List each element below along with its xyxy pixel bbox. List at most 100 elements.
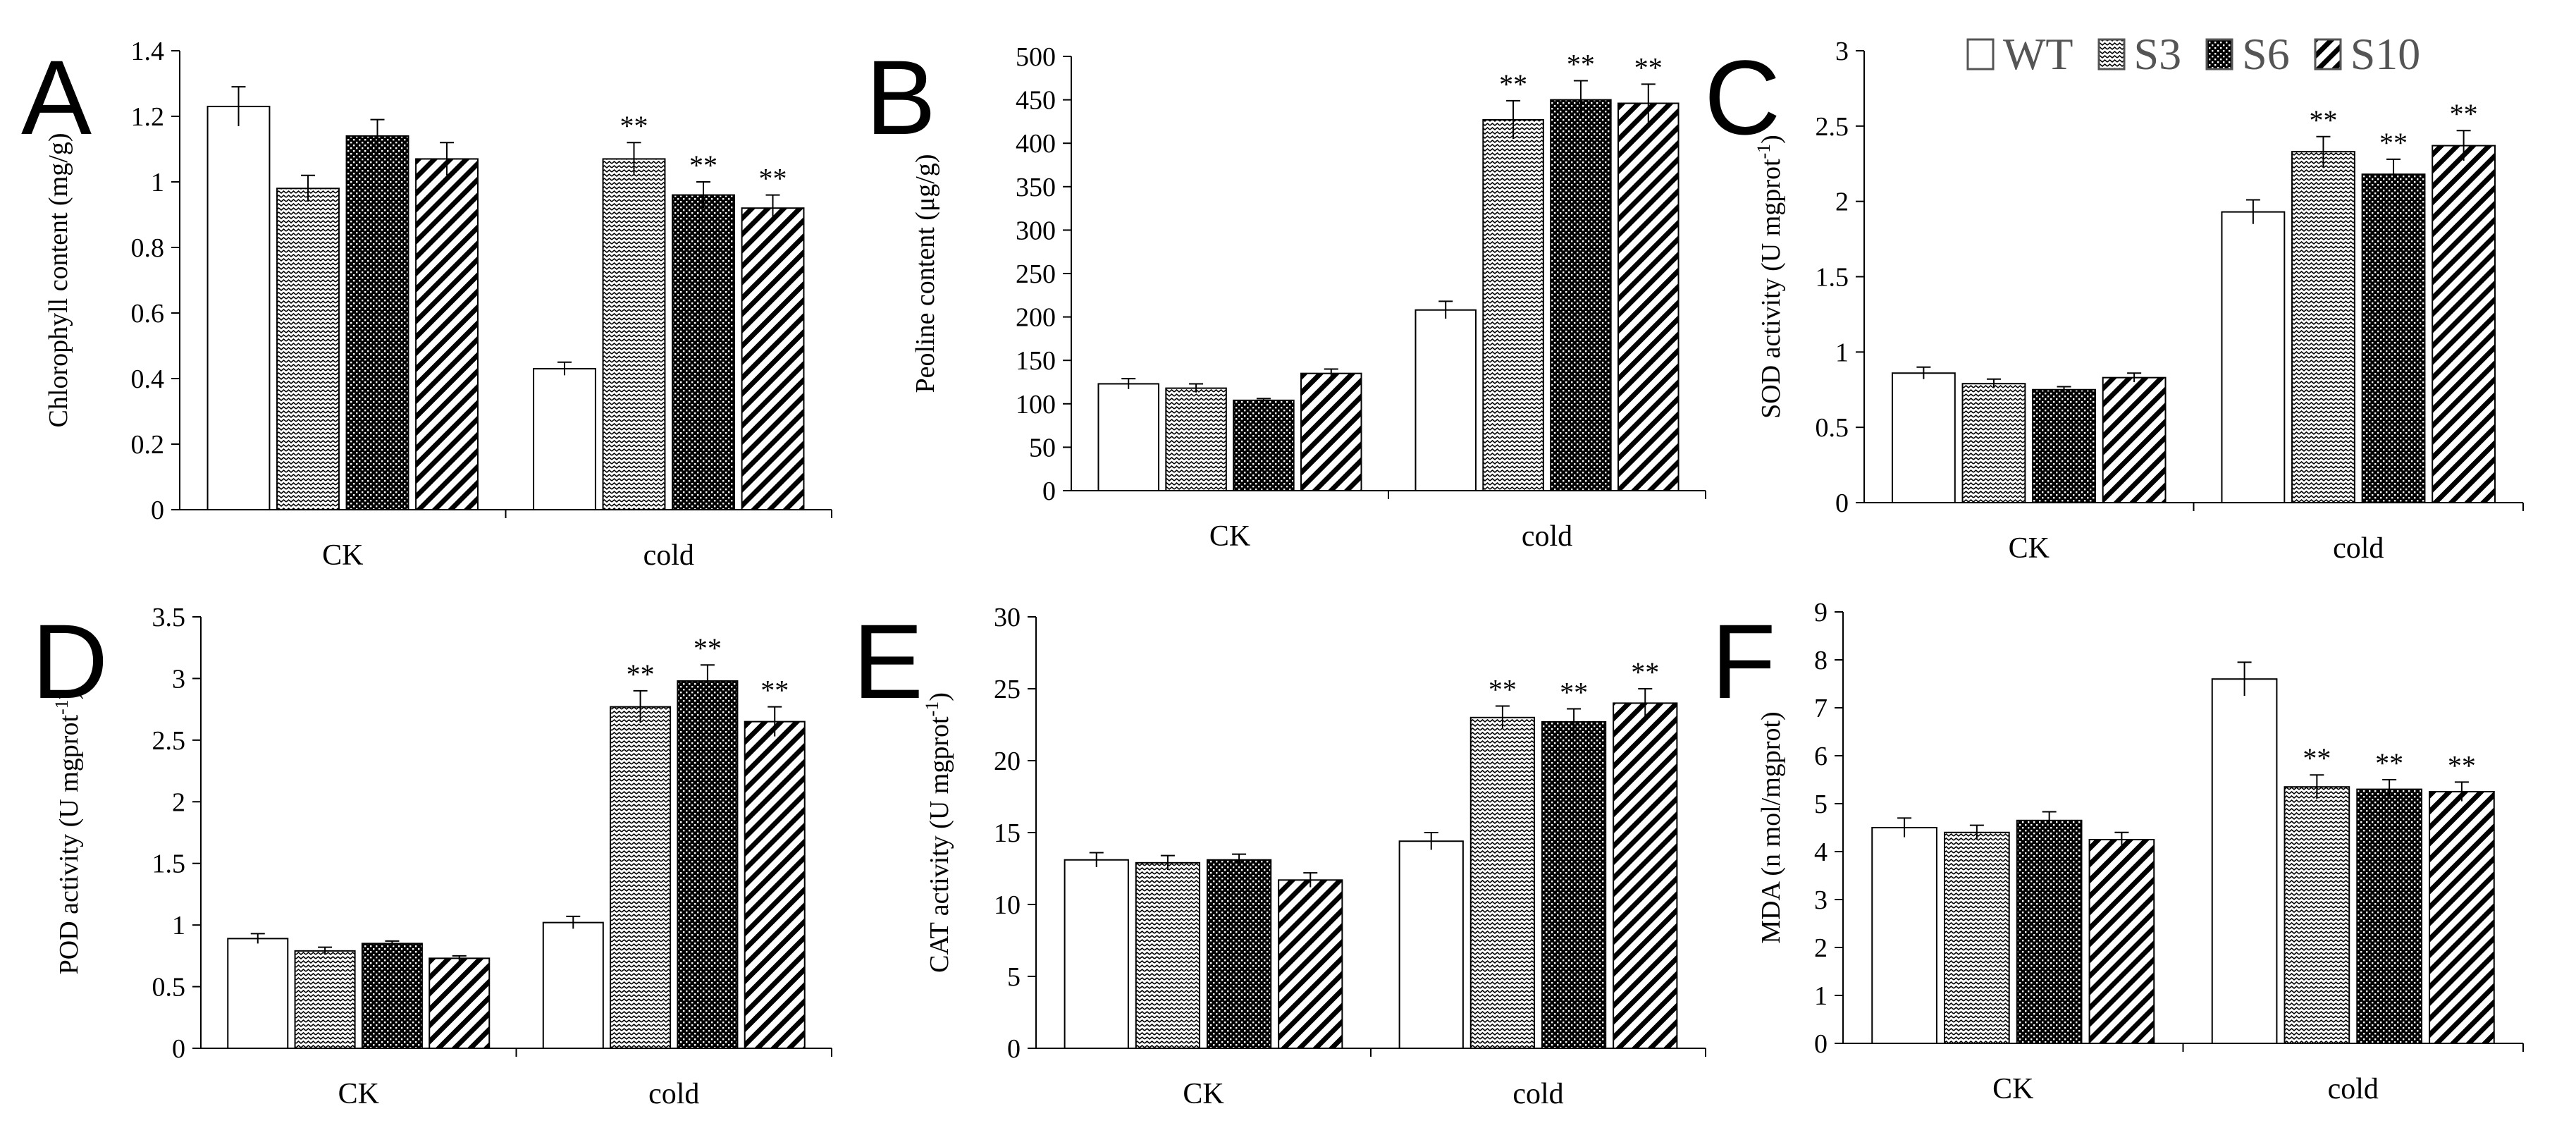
y-tick-label-a: 0.2	[131, 430, 165, 460]
bar-d-s10-cold	[744, 720, 806, 1050]
legend-item-s3: S3	[2097, 28, 2182, 80]
y-tick-label-d: 1.5	[152, 849, 186, 879]
significance-c: **	[2379, 127, 2408, 159]
category-label-b: CK	[1209, 520, 1250, 553]
significance-c: **	[2450, 98, 2478, 130]
y-tick-label-f: 2	[1814, 933, 1828, 963]
significance-a: **	[759, 163, 787, 195]
y-axis-label-c: SOD activity (U mgprot-1)	[1754, 135, 1786, 419]
y-tick-label-d: 0.5	[152, 973, 186, 1002]
y-tick-label-a: 1	[151, 168, 164, 197]
y-axis-label-text-f: MDA (n mol/mgprot)	[1756, 711, 1786, 943]
bar-f-s10-ck	[2088, 839, 2155, 1044]
significance-d: **	[627, 658, 655, 690]
bar-d-wt-ck	[227, 938, 289, 1050]
category-label-e: cold	[1512, 1078, 1563, 1110]
y-axis-label-end-c: )	[1756, 135, 1786, 144]
bar-a-s10-ck	[415, 158, 479, 510]
y-axis-label-end-d: )	[54, 691, 84, 700]
category-label-a: cold	[643, 539, 694, 572]
y-axis-label-f: MDA (n mol/mgprot)	[1756, 711, 1786, 943]
y-tick-label-c: 2	[1835, 188, 1849, 217]
y-tick-label-c: 3	[1835, 37, 1849, 66]
y-axis-label-sup-c: -1	[1754, 144, 1774, 159]
bar-a-s10-cold	[741, 207, 805, 510]
category-label-b: cold	[1522, 520, 1572, 553]
significance-f: **	[2303, 742, 2331, 774]
y-axis-label-d: POD activity (U mgprot-1)	[51, 691, 84, 975]
significance-d: **	[760, 675, 789, 706]
panels-group: A 0 0.2 0.4 0.6 0.8 1 1.2 1.4 Chlorophyll content…	[21, 37, 2524, 1110]
category-label-d: CK	[338, 1078, 379, 1110]
bar-b-s3-ck	[1165, 387, 1227, 492]
bar-e-s3-ck	[1135, 861, 1201, 1049]
bar-c-wt-cold	[2221, 211, 2286, 503]
y-axis-label-b: Peoline content (μg/g)	[911, 154, 940, 393]
y-axis-label-sup-d: -1	[51, 699, 72, 715]
bar-f-s6-ck	[2016, 819, 2083, 1045]
bar-e-s6-ck	[1206, 859, 1272, 1049]
legend: WT S3 S6 S10	[1966, 28, 2444, 80]
significance-b: **	[1567, 48, 1595, 80]
bar-f-s3-cold	[2284, 786, 2350, 1044]
bar-b-wt-cold	[1415, 309, 1477, 491]
y-tick-label-b: 50	[1029, 433, 1056, 462]
panel-b: B 0 50 100 150 200 250 300 350 400 450 500 Peoline c…	[865, 38, 1706, 553]
y-tick-label-e: 10	[994, 890, 1021, 920]
y-tick-label-e: 25	[994, 675, 1021, 704]
bar-b-s6-ck	[1233, 399, 1295, 492]
y-tick-label-f: 3	[1814, 885, 1828, 915]
category-label-f: cold	[2328, 1073, 2379, 1105]
bar-c-s10-ck	[2102, 376, 2167, 504]
legend-label-s10: S10	[2350, 29, 2421, 79]
significance-f: **	[2448, 749, 2476, 781]
bar-a-s3-cold	[602, 158, 666, 510]
bar-e-wt-ck	[1064, 859, 1129, 1049]
y-tick-label-f: 6	[1814, 742, 1828, 771]
legend-label-s6: S6	[2242, 29, 2290, 79]
significance-c: **	[2309, 104, 2337, 136]
y-tick-label-c: 1	[1835, 338, 1849, 367]
legend-item-wt: WT	[1966, 28, 2073, 80]
bar-c-wt-ck	[1891, 372, 1956, 503]
y-axis-label-sup-e: -1	[922, 701, 942, 717]
panel-letter-a: A	[21, 38, 92, 157]
y-tick-label-c: 0	[1835, 489, 1849, 518]
y-tick-label-f: 1	[1814, 981, 1828, 1011]
bar-e-s10-ck	[1278, 879, 1343, 1049]
y-tick-label-e: 5	[1007, 962, 1021, 992]
panel-a: A 0 0.2 0.4 0.6 0.8 1 1.2 1.4 Chlorophyll content…	[21, 37, 832, 572]
legend-swatch-s6	[2205, 38, 2233, 70]
y-tick-label-d: 3.5	[152, 603, 186, 632]
y-tick-label-f: 4	[1814, 838, 1828, 867]
bar-c-s10-cold	[2432, 145, 2496, 504]
bar-c-s6-ck	[2032, 388, 2096, 503]
bar-e-s6-cold	[1541, 720, 1607, 1049]
y-axis-label-e: CAT activity (U mgprot-1)	[922, 692, 954, 973]
legend-label-s3: S3	[2133, 29, 2182, 79]
bar-a-s6-ck	[345, 135, 409, 510]
y-axis-label-text-a: Chlorophyll content (mg/g)	[44, 133, 73, 428]
y-tick-label-b: 300	[1016, 216, 1056, 245]
bar-a-wt-cold	[533, 368, 596, 510]
panel-letter-f: F	[1711, 602, 1776, 720]
significance-a: **	[620, 110, 648, 142]
bar-d-wt-cold	[542, 921, 604, 1050]
legend-swatch-wt	[1966, 38, 1995, 70]
y-tick-label-b: 500	[1016, 42, 1056, 72]
legend-item-s6: S6	[2205, 28, 2290, 80]
bar-e-s10-cold	[1613, 702, 1678, 1050]
y-axis-label-text-e: CAT activity (U mgprot	[925, 716, 954, 973]
category-label-c: CK	[2009, 532, 2050, 565]
y-tick-label-c: 0.5	[1816, 413, 1849, 443]
bar-b-wt-ck	[1097, 383, 1159, 491]
y-tick-label-a: 0.8	[131, 233, 165, 263]
bar-c-s3-ck	[1961, 383, 2026, 503]
y-tick-label-a: 0	[151, 496, 164, 525]
y-tick-label-f: 8	[1814, 646, 1828, 675]
significance-b: **	[1634, 51, 1663, 83]
y-tick-label-d: 3	[172, 664, 185, 694]
y-tick-label-f: 7	[1814, 694, 1828, 723]
y-axis-label-text-d: POD activity (U mgprot	[54, 715, 84, 975]
y-tick-label-f: 5	[1814, 790, 1828, 819]
